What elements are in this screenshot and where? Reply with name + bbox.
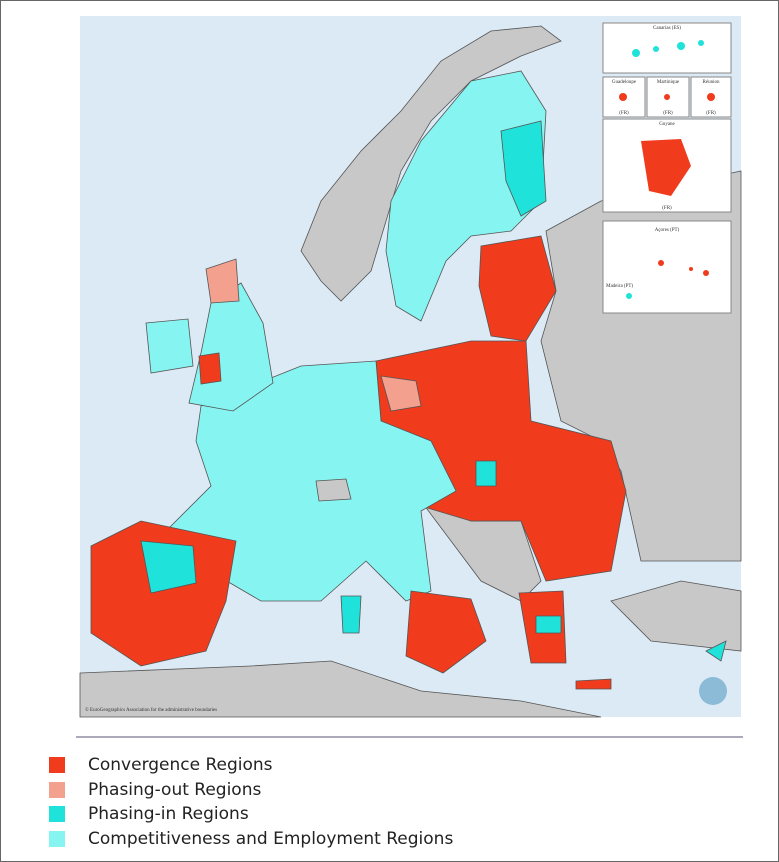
- canarias-islands: [632, 40, 704, 57]
- martinique: [664, 94, 670, 100]
- inset-label: Martinique: [657, 80, 680, 85]
- map: Canarias (ES) Guadeloupe Martinique Réun…: [76, 16, 743, 738]
- inset-label: Canarias (ES): [653, 26, 681, 31]
- legend-item: Phasing-in Regions: [49, 802, 453, 827]
- legend-swatch: [49, 806, 65, 823]
- legend-swatch: [49, 830, 65, 847]
- inset-label: Açores (PT): [655, 228, 680, 233]
- hungary-phasing-in: [475, 460, 497, 487]
- legend-swatch: [49, 781, 65, 798]
- inset-acores-madeira: [602, 220, 732, 314]
- legend-item: Convergence Regions: [49, 753, 453, 778]
- logo: [699, 677, 727, 705]
- crete: [575, 678, 612, 690]
- southern-italy: [405, 590, 487, 674]
- greece-phasing-in: [535, 615, 562, 634]
- scotland-phasing-out: [205, 258, 240, 304]
- inset-label: Réunion: [703, 80, 720, 85]
- inset-label: (FR): [706, 111, 716, 116]
- legend: Convergence Regions Phasing-out Regions Ph…: [49, 753, 453, 851]
- reunion: [707, 93, 715, 101]
- switzerland: [315, 478, 352, 502]
- legend-label: Phasing-out Regions: [88, 779, 262, 800]
- finland-phasing-in: [500, 120, 547, 217]
- inset-label: (FR): [619, 111, 629, 116]
- inset-canarias: [602, 22, 732, 74]
- legend-label: Phasing-in Regions: [88, 804, 249, 825]
- iberia: [90, 520, 237, 667]
- madeira-island: [626, 293, 632, 299]
- legend-swatch: [49, 757, 65, 774]
- legend-item: Competitiveness and Employment Regions: [49, 827, 453, 852]
- inset-label: (FR): [662, 206, 672, 211]
- spain-phasing-in: [140, 540, 197, 594]
- copyright: © EuroGeographics Association for the ad…: [85, 707, 217, 713]
- ireland: [145, 318, 194, 374]
- sardinia: [340, 595, 362, 634]
- legend-label: Convergence Regions: [88, 755, 273, 776]
- africa: [79, 660, 602, 718]
- turkey: [610, 580, 742, 652]
- legend-label: Competitiveness and Employment Regions: [88, 828, 454, 849]
- guadeloupe: [619, 93, 627, 101]
- wales: [198, 352, 222, 385]
- guyane: [641, 139, 691, 196]
- inset-label: Guyane: [659, 122, 675, 127]
- inset-label: Guadeloupe: [612, 80, 637, 85]
- east-germany-phasing-out: [380, 375, 422, 412]
- legend-item: Phasing-out Regions: [49, 778, 453, 803]
- inset-label: Madeira (PT): [606, 284, 633, 289]
- inset-label: (FR): [663, 111, 673, 116]
- acores-islands: [658, 260, 709, 276]
- cyprus: [705, 640, 727, 662]
